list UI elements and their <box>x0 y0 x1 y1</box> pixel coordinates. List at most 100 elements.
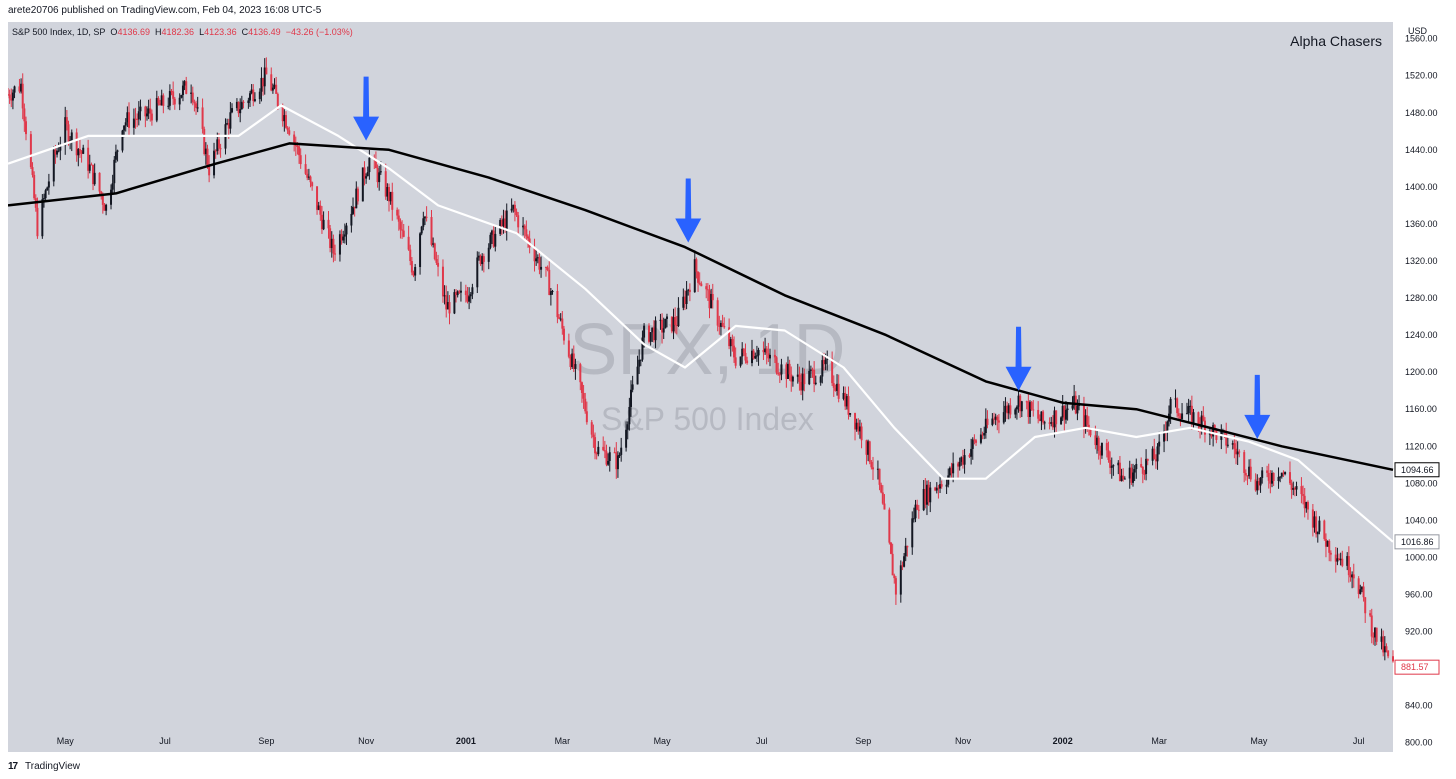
candle-body <box>1040 411 1043 422</box>
x-tick-label: Mar <box>555 736 571 746</box>
candle-body <box>1346 556 1349 566</box>
candle-body <box>1369 613 1372 616</box>
candle-body <box>631 384 634 390</box>
candles <box>8 57 1394 663</box>
down-arrow-icon <box>1005 326 1032 391</box>
candle-body <box>939 484 942 489</box>
candle-body <box>8 94 11 99</box>
candle-body <box>1279 476 1282 478</box>
sma-short-value-label: 1016.86 <box>1401 537 1434 547</box>
candle-body <box>855 422 858 430</box>
candle-body <box>437 262 440 267</box>
candle-body <box>1084 415 1087 428</box>
candle-body <box>181 85 184 96</box>
candle-body <box>870 461 873 468</box>
candle-body <box>1246 475 1249 477</box>
candle-body <box>834 387 837 391</box>
candle-body <box>526 236 529 239</box>
candle-body <box>734 357 737 366</box>
candle-body <box>970 448 973 457</box>
legend-change: −43.26 (−1.03%) <box>285 27 353 37</box>
candle-body <box>114 151 117 160</box>
candle-body <box>615 452 618 470</box>
candle-body <box>1380 636 1383 642</box>
sma-long-value-label: 1094.66 <box>1401 465 1434 475</box>
y-tick-label: 1480.00 <box>1405 108 1438 118</box>
candle-body <box>767 353 770 359</box>
candle-body <box>979 434 982 443</box>
candle-body <box>487 247 490 262</box>
candle-body <box>685 290 688 305</box>
candle-body <box>252 89 255 102</box>
legend-symbol: S&P 500 Index, 1D, SP <box>12 27 106 37</box>
candle-body <box>1163 430 1166 442</box>
candle-body <box>742 348 745 353</box>
chart-area[interactable]: SPX, 1DS&P 500 Index800.00840.00880.0092… <box>8 22 1456 752</box>
candle-body <box>746 360 749 364</box>
candle-body <box>1120 475 1123 482</box>
candle-body <box>52 149 55 182</box>
candle-body <box>731 339 734 346</box>
candle-body <box>204 148 207 155</box>
candle-body <box>1364 597 1367 614</box>
x-tick-label: Jul <box>756 736 768 746</box>
candle-body <box>603 450 606 452</box>
candle-body <box>844 392 847 407</box>
candle-body <box>469 294 472 297</box>
candle-body <box>1329 552 1332 555</box>
candle-body <box>126 112 129 123</box>
candle-body <box>1043 422 1046 424</box>
candle-body <box>643 325 646 338</box>
candle-body <box>139 106 142 112</box>
candle-body <box>894 578 897 595</box>
candle-body <box>1347 556 1350 576</box>
candle-body <box>1359 589 1362 594</box>
candle-body <box>356 188 359 202</box>
candle-body <box>574 364 577 369</box>
candle-body <box>399 221 402 230</box>
candle-body <box>191 92 194 103</box>
candle-body <box>389 191 392 202</box>
candle-body <box>42 198 45 200</box>
candle-body <box>971 439 974 449</box>
candle-body <box>912 518 915 520</box>
legend-low-label: L <box>199 27 205 37</box>
candle-body <box>296 146 299 148</box>
candle-body <box>78 149 81 152</box>
candle-body <box>320 214 323 230</box>
candle-body <box>365 176 368 179</box>
candle-body <box>401 229 404 231</box>
candle-body <box>721 322 724 326</box>
candle-body <box>1118 462 1121 482</box>
candle-body <box>778 374 781 376</box>
candle-body <box>1055 410 1058 425</box>
candle-body <box>904 545 907 557</box>
candle-body <box>994 416 997 420</box>
candle-body <box>160 95 163 106</box>
candle-body <box>24 121 27 135</box>
candle-body <box>821 360 824 377</box>
candle-body <box>649 332 652 342</box>
candle-body <box>468 296 471 302</box>
candle-body <box>728 327 731 347</box>
candle-body <box>1190 405 1193 425</box>
candle-body <box>1235 448 1238 455</box>
candle-body <box>1063 405 1066 420</box>
candle-body <box>549 291 552 295</box>
candle-body <box>173 98 176 105</box>
candle-body <box>1249 466 1252 480</box>
candle-body <box>1140 463 1143 467</box>
price-chart[interactable]: SPX, 1DS&P 500 Index800.00840.00880.0092… <box>8 22 1456 752</box>
candle-body <box>551 290 554 292</box>
candle-body <box>409 249 412 262</box>
candle-body <box>87 147 90 171</box>
candle-body <box>697 271 700 283</box>
candle-body <box>1109 459 1112 468</box>
candle-body <box>1066 408 1069 410</box>
y-tick-label: 1320.00 <box>1405 256 1438 266</box>
sma-short-line <box>8 104 1394 543</box>
candle-body <box>571 353 574 368</box>
candle-body <box>1019 395 1022 412</box>
candle-body <box>1123 478 1126 480</box>
candle-body <box>1261 470 1264 478</box>
